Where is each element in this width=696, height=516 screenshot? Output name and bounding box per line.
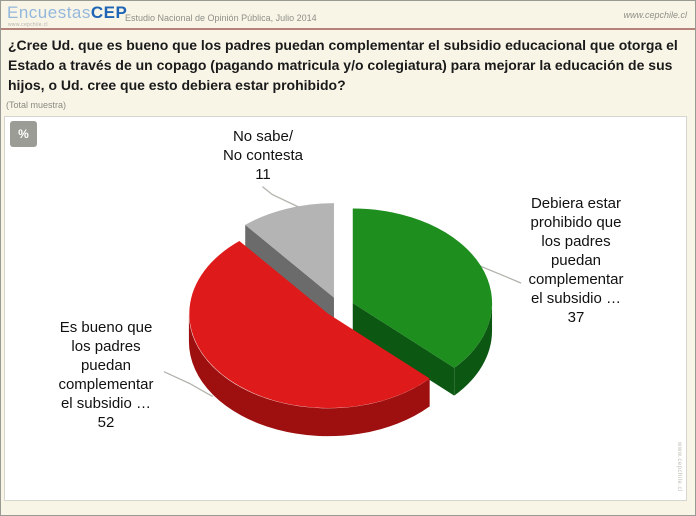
pie-slice-face [352, 208, 493, 368]
vertical-watermark: www.cepchile.cl [676, 442, 682, 492]
header-bar: EncuestasCEP www.cepchile.cl Estudio Nac… [1, 1, 695, 30]
slice-value-prohibido: 37 [567, 309, 585, 326]
slice-value-nosabe: 11 [255, 166, 271, 183]
slice-value-bueno: 52 [97, 414, 115, 431]
slice-label-nosabe: No sabe/ No contesta 11 [188, 127, 338, 184]
question-title: ¿Cree Ud. que es bueno que los padres pu… [8, 37, 678, 93]
slice-label-prohibido-text: Debiera estar prohibido que los padres p… [528, 195, 624, 307]
logo-text-encuestas: Encuestas [7, 3, 91, 22]
pie-3d [188, 203, 493, 437]
leader-line-prohibido [473, 262, 522, 284]
percent-icon: % [10, 121, 37, 147]
chart-panel: % Debiera estar prohibido que los padres… [4, 116, 687, 501]
pie-slice-face [352, 303, 455, 396]
slice-label-prohibido: Debiera estar prohibido que los padres p… [491, 194, 661, 327]
pie-slice-face [188, 313, 430, 437]
slice-label-bueno: Es bueno que los padres puedan complemen… [21, 318, 191, 432]
slice-label-bueno-text: Es bueno que los padres puedan complemen… [58, 319, 154, 412]
logo-text-cep: CEP [90, 3, 128, 22]
logo-url-text: www.cepchile.cl [8, 22, 48, 28]
leader-line-bueno [163, 371, 214, 398]
pie-slice-face [454, 303, 493, 396]
site-url-text: www.cepchile.cl [623, 10, 687, 20]
pie-slice-face [189, 240, 430, 409]
slice-label-nosabe-text: No sabe/ No contesta [222, 128, 304, 164]
pie-chart-svg [163, 186, 522, 437]
pie-slice-face [245, 203, 334, 298]
cep-logo: EncuestasCEP [7, 4, 127, 22]
sample-note: (Total muestra) [6, 100, 67, 110]
study-subtitle: Estudio Nacional de Opinión Pública, Jul… [125, 13, 317, 23]
